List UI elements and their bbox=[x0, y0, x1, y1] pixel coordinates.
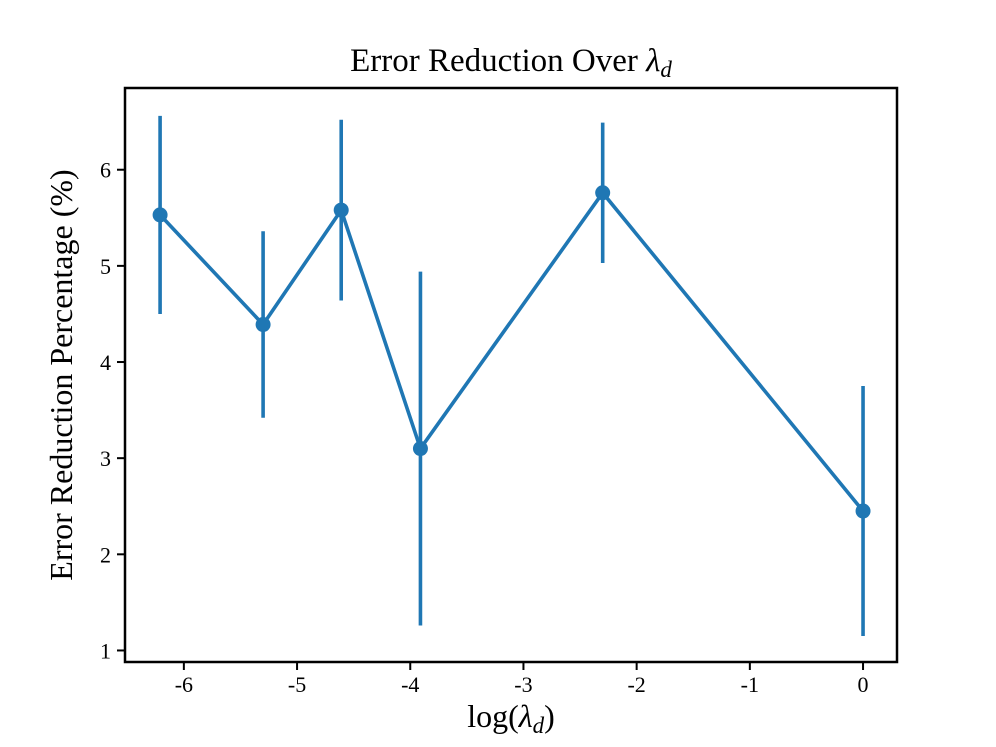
data-point-marker bbox=[855, 503, 871, 519]
data-series bbox=[152, 115, 871, 637]
lambda-subscript: d bbox=[533, 713, 545, 738]
lambda-symbol: λ bbox=[518, 698, 533, 734]
lambda-symbol: λ bbox=[645, 43, 660, 79]
x-tick-label: 0 bbox=[858, 672, 869, 697]
y-tick-label: 5 bbox=[100, 254, 111, 279]
x-tick-label: -1 bbox=[741, 672, 759, 697]
plot-frame bbox=[123, 86, 899, 664]
x-tick-label: -2 bbox=[627, 672, 645, 697]
y-tick-label: 3 bbox=[100, 446, 111, 471]
y-axis-label: Error Reduction Percentage (%) bbox=[43, 169, 79, 580]
x-tick-label: -6 bbox=[175, 672, 193, 697]
x-tick-label: -3 bbox=[514, 672, 532, 697]
y-tick-label: 1 bbox=[100, 638, 111, 663]
data-point-marker bbox=[152, 207, 168, 223]
series-line bbox=[158, 191, 865, 513]
x-axis-label: log(λd) bbox=[467, 698, 555, 738]
lambda-subscript: d bbox=[660, 57, 672, 82]
x-tick-label: -4 bbox=[401, 672, 419, 697]
x-axis-label-suffix: ) bbox=[544, 698, 555, 734]
chart-title-text: Error Reduction Over bbox=[350, 43, 646, 79]
data-point-marker bbox=[595, 185, 611, 201]
x-axis-label-prefix: log( bbox=[467, 698, 519, 734]
y-axis-ticks: 1 2 3 4 5 6 bbox=[100, 158, 125, 663]
data-point-marker bbox=[255, 317, 271, 333]
data-point-marker bbox=[412, 441, 428, 457]
y-tick-label: 6 bbox=[100, 158, 111, 183]
chart-title: Error Reduction Over λd bbox=[350, 43, 672, 82]
y-tick-label: 4 bbox=[100, 350, 111, 375]
x-axis-ticks: -6 -5 -4 -3 -2 -1 0 bbox=[175, 662, 869, 697]
y-tick-label: 2 bbox=[100, 542, 111, 567]
x-tick-label: -5 bbox=[288, 672, 306, 697]
data-point-marker bbox=[333, 202, 349, 218]
